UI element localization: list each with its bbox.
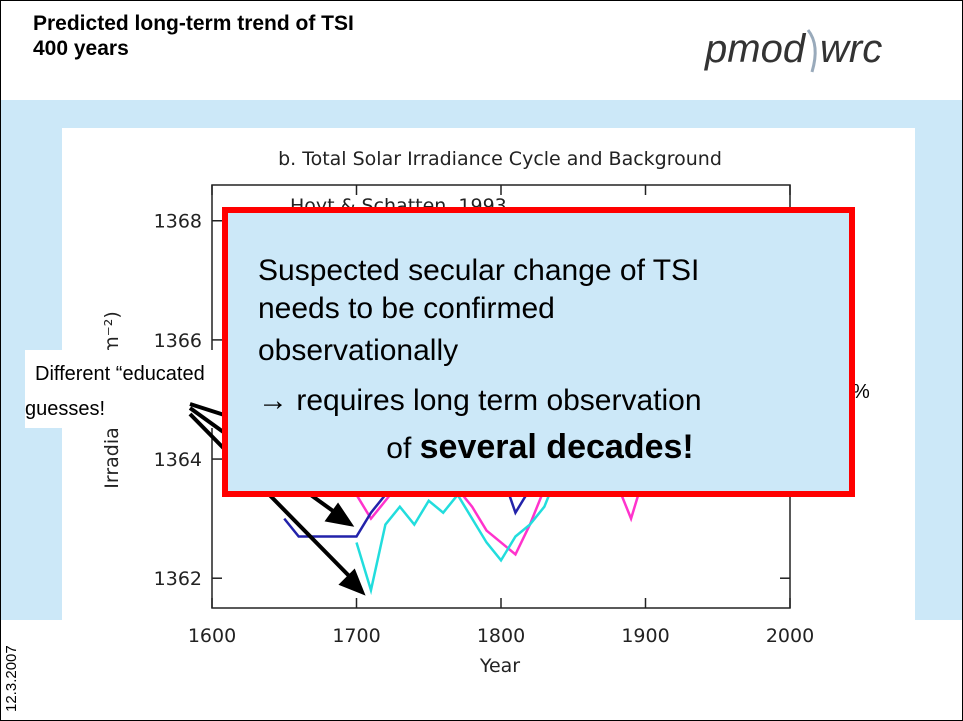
callout-text: Different “educated: [35, 363, 205, 385]
message-box: [222, 207, 855, 497]
x-tick-label: 2000: [766, 625, 814, 647]
chart-title: b. Total Solar Irradiance Cycle and Back…: [278, 148, 722, 170]
arrowhead: [324, 502, 355, 527]
y-tick-label: 1368: [154, 211, 202, 233]
x-tick-label: 1600: [188, 625, 236, 647]
callout-bg: [25, 350, 228, 428]
logo-arc: [806, 29, 817, 73]
callout-text: guesses!: [25, 398, 105, 420]
box-line: of several decades!: [386, 428, 693, 466]
title-line: 400 years: [33, 37, 129, 60]
box-line: → requires long term observation: [258, 384, 702, 417]
arrow: [188, 412, 357, 584]
title-line: Predicted long-term trend of TSI: [33, 12, 354, 35]
box-text: of: [386, 432, 412, 465]
x-axis-label: Year: [479, 655, 520, 677]
box-line: observationally: [258, 334, 458, 367]
box-line: Suspected secular change of TSI: [258, 254, 699, 287]
y-tick-label: 1364: [154, 449, 202, 471]
date: 12.3.2007: [3, 645, 20, 712]
x-tick-label: 1700: [332, 625, 380, 647]
box-line: needs to be confirmed: [258, 292, 555, 325]
box-emphasis: several decades!: [420, 428, 694, 466]
logo: pmod: [704, 27, 807, 71]
x-tick-label: 1900: [621, 625, 669, 647]
y-tick-label: 1362: [154, 568, 202, 590]
x-tick-label: 1800: [477, 625, 525, 647]
arrowhead: [338, 568, 366, 596]
side-text: %: [852, 381, 870, 403]
y-tick-label: 1366: [154, 330, 202, 352]
logo: wrc: [820, 27, 882, 71]
